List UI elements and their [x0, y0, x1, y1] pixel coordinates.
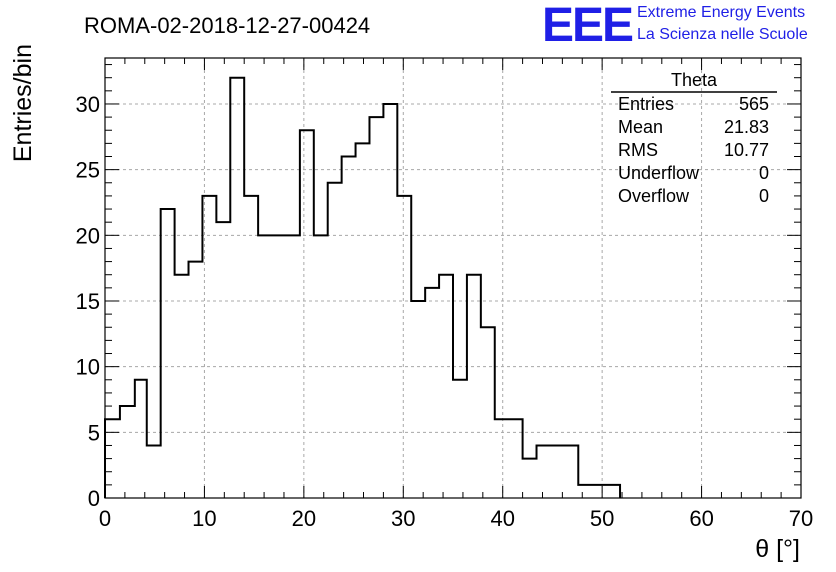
eee-logo-line2: La Scienza nelle Scuole — [637, 26, 808, 43]
stats-box: Theta Entries 565 Mean 21.83 RMS 10.77 Underfl… — [611, 70, 777, 206]
stats-row-label: RMS — [618, 140, 658, 160]
x-tick-label: 60 — [689, 506, 713, 531]
stats-row-value: 10.77 — [724, 140, 769, 160]
stats-row-value: 21.83 — [724, 117, 769, 137]
stats-row-value: 0 — [759, 163, 769, 183]
eee-logo-mark: EEE — [542, 0, 633, 52]
y-tick-label: 5 — [88, 420, 100, 445]
stats-row-value: 0 — [759, 186, 769, 206]
y-tick-label: 20 — [76, 223, 100, 248]
stats-row-label: Mean — [618, 117, 663, 137]
x-tick-label: 30 — [391, 506, 415, 531]
histogram-bins — [104, 76, 622, 498]
stats-row-label: Underflow — [618, 163, 700, 183]
x-tick-label: 20 — [292, 506, 316, 531]
y-tick-label: 30 — [76, 92, 100, 117]
stats-title: Theta — [671, 70, 718, 90]
x-axis-label: θ [°] — [755, 535, 800, 563]
y-tick-label: 0 — [88, 486, 100, 511]
plot-frame — [104, 57, 802, 499]
y-tick-label: 15 — [76, 289, 100, 314]
y-tick-label: 25 — [76, 158, 100, 183]
axis-ticks — [104, 58, 802, 499]
x-tick-label: 50 — [590, 506, 614, 531]
x-tick-label: 0 — [99, 506, 111, 531]
eee-logo: EEE Extreme Energy Events La Scienza nel… — [542, 0, 808, 52]
y-tick-label: 10 — [76, 355, 100, 380]
stats-rows: Entries 565 Mean 21.83 RMS 10.77 Underflow 0 Ove… — [618, 94, 769, 206]
stats-row-value: 565 — [739, 94, 769, 114]
stats-row-label: Entries — [618, 94, 674, 114]
x-tick-label: 70 — [789, 506, 813, 531]
chart-title: ROMA-02-2018-12-27-00424 — [84, 13, 370, 38]
x-tick-label: 10 — [192, 506, 216, 531]
x-tick-label: 40 — [490, 506, 514, 531]
stats-row-label: Overflow — [618, 186, 690, 206]
tick-labels: 0 10 20 30 40 50 60 70 0 5 10 15 20 25 30 — [76, 92, 814, 531]
histogram-outline — [104, 76, 622, 498]
eee-logo-line1: Extreme Energy Events — [637, 4, 805, 21]
y-axis-label: Entries/bin — [9, 44, 37, 162]
